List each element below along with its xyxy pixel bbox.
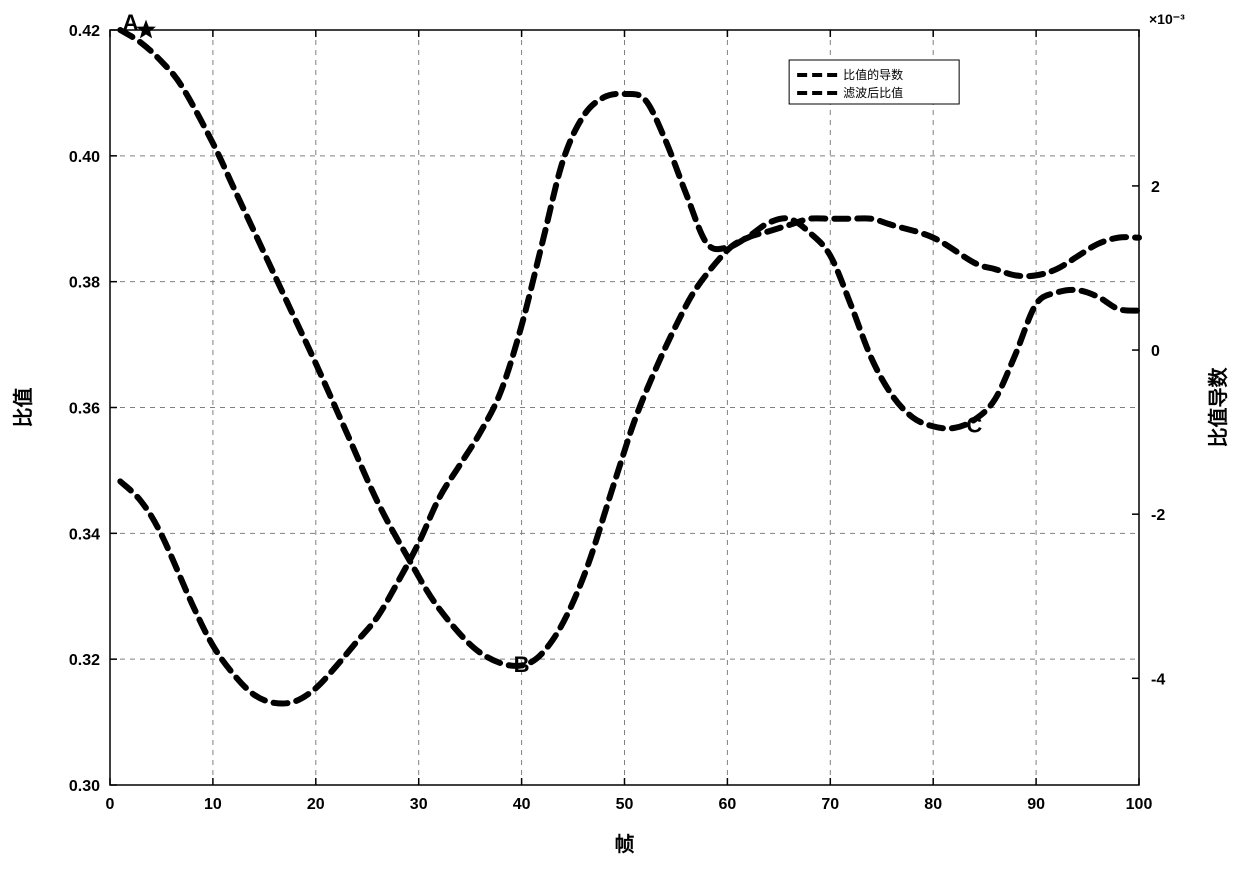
- legend-item-0: 比值的导数: [843, 67, 903, 82]
- legend-item-1: 滤波后比值: [843, 85, 903, 100]
- y-right-tick-label: 0: [1151, 343, 1160, 360]
- x-tick-label: 60: [719, 796, 737, 813]
- y-right-axis-label: 比值导数: [1206, 367, 1230, 448]
- x-tick-label: 20: [307, 796, 325, 813]
- y-left-tick-label: 0.36: [69, 401, 100, 418]
- y-right-exponent-label: ×10⁻³: [1149, 11, 1185, 27]
- series-ratio_derivative: [120, 94, 1139, 704]
- x-tick-label: 100: [1126, 796, 1153, 813]
- y-left-tick-label: 0.34: [69, 526, 100, 543]
- chart-root: 01020304050607080901000.300.320.340.360.…: [0, 0, 1239, 875]
- x-tick-label: 80: [924, 796, 942, 813]
- y-left-tick-label: 0.30: [69, 778, 100, 795]
- y-left-axis-label: 比值: [11, 388, 35, 428]
- y-right-tick-label: 2: [1151, 179, 1160, 196]
- y-left-tick-label: 0.40: [69, 149, 100, 166]
- x-tick-label: 70: [821, 796, 839, 813]
- annotation-B: B: [514, 652, 530, 677]
- start-marker-star: [137, 21, 154, 37]
- y-left-tick-label: 0.42: [69, 23, 100, 40]
- y-left-tick-label: 0.38: [69, 275, 100, 292]
- x-tick-label: 90: [1027, 796, 1045, 813]
- x-tick-label: 0: [106, 796, 115, 813]
- x-tick-label: 40: [513, 796, 531, 813]
- x-tick-label: 10: [204, 796, 222, 813]
- y-right-tick-label: -4: [1151, 671, 1165, 688]
- chart-svg: 01020304050607080901000.300.320.340.360.…: [0, 0, 1239, 875]
- annotation-C: C: [966, 413, 982, 438]
- annotation-A: A: [123, 10, 139, 35]
- y-right-tick-label: -2: [1151, 507, 1165, 524]
- y-left-tick-label: 0.32: [69, 652, 100, 669]
- x-tick-label: 30: [410, 796, 428, 813]
- x-axis-label: 帧: [615, 832, 635, 856]
- series-filtered_ratio: [120, 30, 1139, 666]
- x-tick-label: 50: [616, 796, 634, 813]
